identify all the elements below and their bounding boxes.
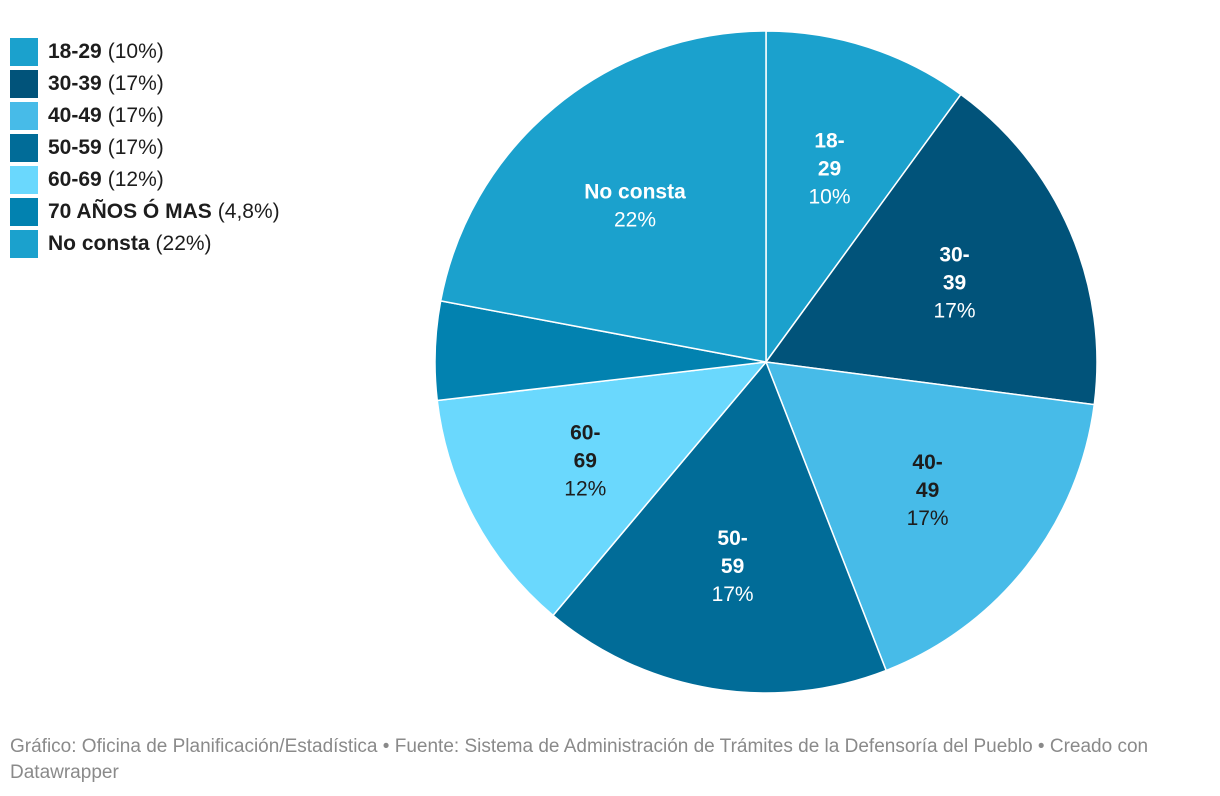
pie-slices [434, 30, 1098, 694]
legend-swatch [10, 102, 38, 130]
slice-value-label: 22% [614, 209, 656, 232]
slice-value-label: 17% [907, 507, 949, 530]
legend-swatch [10, 70, 38, 98]
slice-name-label: 49 [916, 479, 939, 502]
legend-swatch [10, 230, 38, 258]
legend-item: 18-29 (10%) [10, 36, 280, 68]
legend-label: 30-39 [48, 72, 102, 95]
legend-swatch [10, 166, 38, 194]
legend-item: 60-69 (12%) [10, 164, 280, 196]
slice-name-label: 39 [943, 271, 966, 294]
slice-name-label: 30- [939, 243, 969, 266]
legend-item: 40-49 (17%) [10, 100, 280, 132]
pie-slice[interactable] [765, 30, 962, 363]
legend-value: (10%) [107, 40, 164, 63]
chart-footer: Gráfico: Oficina de Planificación/Estadí… [10, 734, 1210, 786]
legend-swatch [10, 38, 38, 66]
legend-value: (4,8%) [217, 200, 280, 223]
pie-slice[interactable] [439, 30, 767, 363]
legend-item: 50-59 (17%) [10, 132, 280, 164]
legend-value: (17%) [107, 104, 164, 127]
slice-value-label: 17% [712, 583, 754, 606]
slice-name-label: 59 [721, 555, 744, 578]
slice-name-label: 69 [574, 450, 597, 473]
legend-value: (12%) [107, 168, 164, 191]
slice-value-label: 12% [564, 478, 606, 501]
legend-label: 50-59 [48, 136, 102, 159]
legend-item: No consta (22%) [10, 228, 280, 260]
chart-legend: 18-29 (10%) 30-39 (17%) 40-49 (17%) 50-59 (17%)… [10, 36, 280, 260]
pie-slice-labels: 18- 29 10% 30- 39 17% 40- 49 17% 50- 59 17% 60- 69 12%… [564, 129, 975, 606]
footer-source: Fuente: Sistema de Administración de Trá… [378, 736, 1033, 757]
legend-label: 60-69 [48, 168, 102, 191]
legend-value: (17%) [107, 72, 164, 95]
slice-value-label: 10% [808, 185, 850, 208]
legend-label: No consta [48, 232, 150, 255]
slice-name-label: 60- [570, 422, 600, 445]
slice-name-label: 40- [912, 451, 942, 474]
slice-name-label: No consta [584, 181, 686, 204]
footer-credit: Gráfico: Oficina de Planificación/Estadí… [10, 736, 378, 757]
legend-label: 40-49 [48, 104, 102, 127]
legend-item: 70 AÑOS Ó MAS (4,8%) [10, 196, 280, 228]
legend-label: 18-29 [48, 40, 102, 63]
legend-item: 30-39 (17%) [10, 68, 280, 100]
pie-slice[interactable] [765, 93, 1098, 406]
pie-slice[interactable] [765, 361, 1095, 672]
slice-name-label: 18- [814, 129, 844, 152]
slice-name-label: 29 [818, 157, 841, 180]
legend-swatch [10, 134, 38, 162]
legend-label: 70 AÑOS Ó MAS [48, 200, 212, 223]
legend-value: (22%) [155, 232, 212, 255]
slice-value-label: 17% [933, 299, 975, 322]
legend-swatch [10, 198, 38, 226]
pie-slice[interactable] [552, 361, 887, 694]
legend-value: (17%) [107, 136, 164, 159]
slice-name-label: 50- [717, 527, 747, 550]
pie-slice[interactable] [436, 361, 767, 617]
